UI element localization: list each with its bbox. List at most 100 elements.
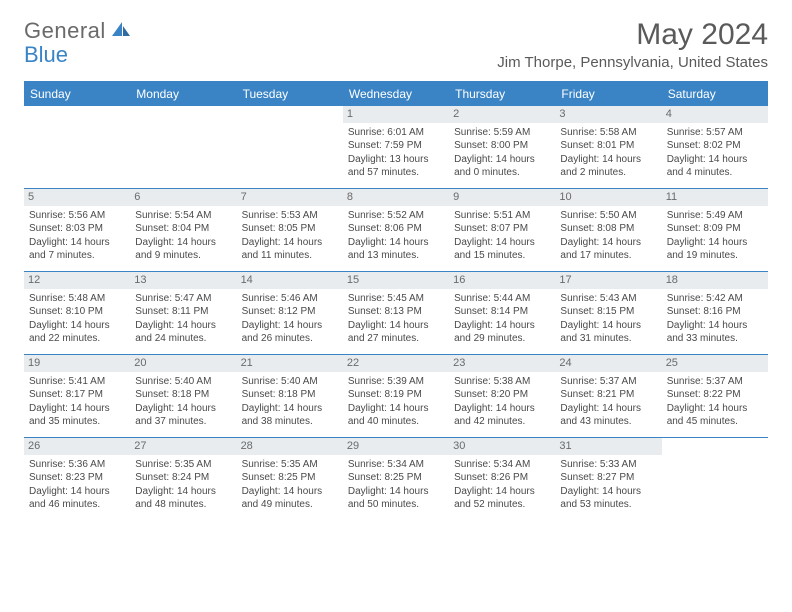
day-cell: 3Sunrise: 5:58 AMSunset: 8:01 PMDaylight…: [555, 106, 661, 188]
sunrise-line: Sunrise: 6:01 AM: [348, 126, 444, 140]
sunrise-line: Sunrise: 5:35 AM: [135, 458, 231, 472]
sunrise-line: Sunrise: 5:43 AM: [560, 292, 656, 306]
sunset-line: Sunset: 8:20 PM: [454, 388, 550, 402]
sunset-line: Sunset: 8:19 PM: [348, 388, 444, 402]
day-cell: 19 Sunrise: 5:41 AMSunset: 8:17 PMDayligh…: [24, 355, 130, 437]
sunrise-line: Sunrise: 5:40 AM: [242, 375, 338, 389]
sunset-line: Sunset: 8:23 PM: [29, 471, 125, 485]
sunrise-line: Sunrise: 5:47 AM: [135, 292, 231, 306]
day-number: 4: [662, 106, 768, 123]
daylight-line: Daylight: 14 hours and 53 minutes.: [560, 485, 656, 512]
day-number: 20: [130, 355, 236, 372]
daylight-line: Daylight: 14 hours and 35 minutes.: [29, 402, 125, 429]
sunset-line: Sunset: 8:01 PM: [560, 139, 656, 153]
day-cell: 14Sunrise: 5:46 AMSunset: 8:12 PMDayligh…: [237, 272, 343, 354]
sunset-line: Sunset: 8:21 PM: [560, 388, 656, 402]
sunset-line: Sunset: 8:13 PM: [348, 305, 444, 319]
day-number: 6: [130, 189, 236, 206]
daylight-line: Daylight: 14 hours and 40 minutes.: [348, 402, 444, 429]
sunrise-line: Sunrise: 5:39 AM: [348, 375, 444, 389]
sunset-line: Sunset: 8:18 PM: [135, 388, 231, 402]
sunrise-line: Sunrise: 5:52 AM: [348, 209, 444, 223]
sunset-line: Sunset: 8:12 PM: [242, 305, 338, 319]
daylight-line: Daylight: 14 hours and 31 minutes.: [560, 319, 656, 346]
day-cell: 12Sunrise: 5:48 AMSunset: 8:10 PMDayligh…: [24, 272, 130, 354]
sunrise-line: Sunrise: 5:53 AM: [242, 209, 338, 223]
day-number: 16: [449, 272, 555, 289]
daylight-line: Daylight: 14 hours and 49 minutes.: [242, 485, 338, 512]
brand-name-b: Blue: [24, 42, 68, 68]
sunrise-line: Sunrise: 5:51 AM: [454, 209, 550, 223]
day-number: 5: [24, 189, 130, 206]
week-row: 12Sunrise: 5:48 AMSunset: 8:10 PMDayligh…: [24, 271, 768, 354]
day-cell: 17Sunrise: 5:43 AMSunset: 8:15 PMDayligh…: [555, 272, 661, 354]
page-title: May 2024: [497, 18, 768, 52]
day-number: 8: [343, 189, 449, 206]
day-cell: [24, 106, 130, 188]
daylight-line: Daylight: 14 hours and 48 minutes.: [135, 485, 231, 512]
daylight-line: Daylight: 14 hours and 29 minutes.: [454, 319, 550, 346]
sunset-line: Sunset: 8:16 PM: [667, 305, 763, 319]
calendar: Sunday Monday Tuesday Wednesday Thursday…: [24, 81, 768, 520]
daylight-line: Daylight: 14 hours and 42 minutes.: [454, 402, 550, 429]
sunrise-line: Sunrise: 5:41 AM: [29, 375, 125, 389]
weekday-label: Wednesday: [343, 83, 449, 105]
day-number: 1: [343, 106, 449, 123]
sunrise-line: Sunrise: 5:37 AM: [560, 375, 656, 389]
sunset-line: Sunset: 8:07 PM: [454, 222, 550, 236]
weekday-label: Monday: [130, 83, 236, 105]
day-number: 19: [24, 355, 130, 372]
day-number: 30: [449, 438, 555, 455]
weekday-label: Thursday: [449, 83, 555, 105]
day-cell: [130, 106, 236, 188]
sunrise-line: Sunrise: 5:59 AM: [454, 126, 550, 140]
sunrise-line: Sunrise: 5:34 AM: [454, 458, 550, 472]
sunset-line: Sunset: 8:10 PM: [29, 305, 125, 319]
sunset-line: Sunset: 8:22 PM: [667, 388, 763, 402]
daylight-line: Daylight: 14 hours and 27 minutes.: [348, 319, 444, 346]
day-number: 24: [555, 355, 661, 372]
daylight-line: Daylight: 14 hours and 26 minutes.: [242, 319, 338, 346]
week-row: 5Sunrise: 5:56 AMSunset: 8:03 PMDaylight…: [24, 188, 768, 271]
day-number: 18: [662, 272, 768, 289]
day-number: 23: [449, 355, 555, 372]
sunset-line: Sunset: 8:17 PM: [29, 388, 125, 402]
day-cell: 7Sunrise: 5:53 AMSunset: 8:05 PMDaylight…: [237, 189, 343, 271]
daylight-line: Daylight: 14 hours and 15 minutes.: [454, 236, 550, 263]
sunrise-line: Sunrise: 5:42 AM: [667, 292, 763, 306]
day-cell: 4Sunrise: 5:57 AMSunset: 8:02 PMDaylight…: [662, 106, 768, 188]
day-cell: 31Sunrise: 5:33 AMSunset: 8:27 PMDayligh…: [555, 438, 661, 520]
day-cell: 29Sunrise: 5:34 AMSunset: 8:25 PMDayligh…: [343, 438, 449, 520]
weeks-container: 1Sunrise: 6:01 AMSunset: 7:59 PMDaylight…: [24, 105, 768, 520]
sunrise-line: Sunrise: 5:49 AM: [667, 209, 763, 223]
sunrise-line: Sunrise: 5:48 AM: [29, 292, 125, 306]
day-cell: 21Sunrise: 5:40 AMSunset: 8:18 PMDayligh…: [237, 355, 343, 437]
daylight-line: Daylight: 14 hours and 50 minutes.: [348, 485, 444, 512]
day-cell: 28Sunrise: 5:35 AMSunset: 8:25 PMDayligh…: [237, 438, 343, 520]
sunset-line: Sunset: 8:27 PM: [560, 471, 656, 485]
daylight-line: Daylight: 14 hours and 46 minutes.: [29, 485, 125, 512]
daylight-line: Daylight: 14 hours and 37 minutes.: [135, 402, 231, 429]
sunset-line: Sunset: 8:04 PM: [135, 222, 231, 236]
day-cell: 27Sunrise: 5:35 AMSunset: 8:24 PMDayligh…: [130, 438, 236, 520]
daylight-line: Daylight: 13 hours and 57 minutes.: [348, 153, 444, 180]
day-cell: 9 Sunrise: 5:51 AMSunset: 8:07 PMDaylight…: [449, 189, 555, 271]
daylight-line: Daylight: 14 hours and 52 minutes.: [454, 485, 550, 512]
day-number: 21: [237, 355, 343, 372]
day-number: 9: [449, 189, 555, 206]
weekday-label: Saturday: [662, 83, 768, 105]
location-subtitle: Jim Thorpe, Pennsylvania, United States: [497, 54, 768, 71]
sunrise-line: Sunrise: 5:36 AM: [29, 458, 125, 472]
daylight-line: Daylight: 14 hours and 11 minutes.: [242, 236, 338, 263]
daylight-line: Daylight: 14 hours and 33 minutes.: [667, 319, 763, 346]
day-number: 26: [24, 438, 130, 455]
sunset-line: Sunset: 8:18 PM: [242, 388, 338, 402]
sunset-line: Sunset: 8:24 PM: [135, 471, 231, 485]
week-row: 1Sunrise: 6:01 AMSunset: 7:59 PMDaylight…: [24, 105, 768, 188]
daylight-line: Daylight: 14 hours and 9 minutes.: [135, 236, 231, 263]
day-cell: 10Sunrise: 5:50 AMSunset: 8:08 PMDayligh…: [555, 189, 661, 271]
day-number: 25: [662, 355, 768, 372]
sunset-line: Sunset: 8:25 PM: [348, 471, 444, 485]
daylight-line: Daylight: 14 hours and 43 minutes.: [560, 402, 656, 429]
sunset-line: Sunset: 8:02 PM: [667, 139, 763, 153]
